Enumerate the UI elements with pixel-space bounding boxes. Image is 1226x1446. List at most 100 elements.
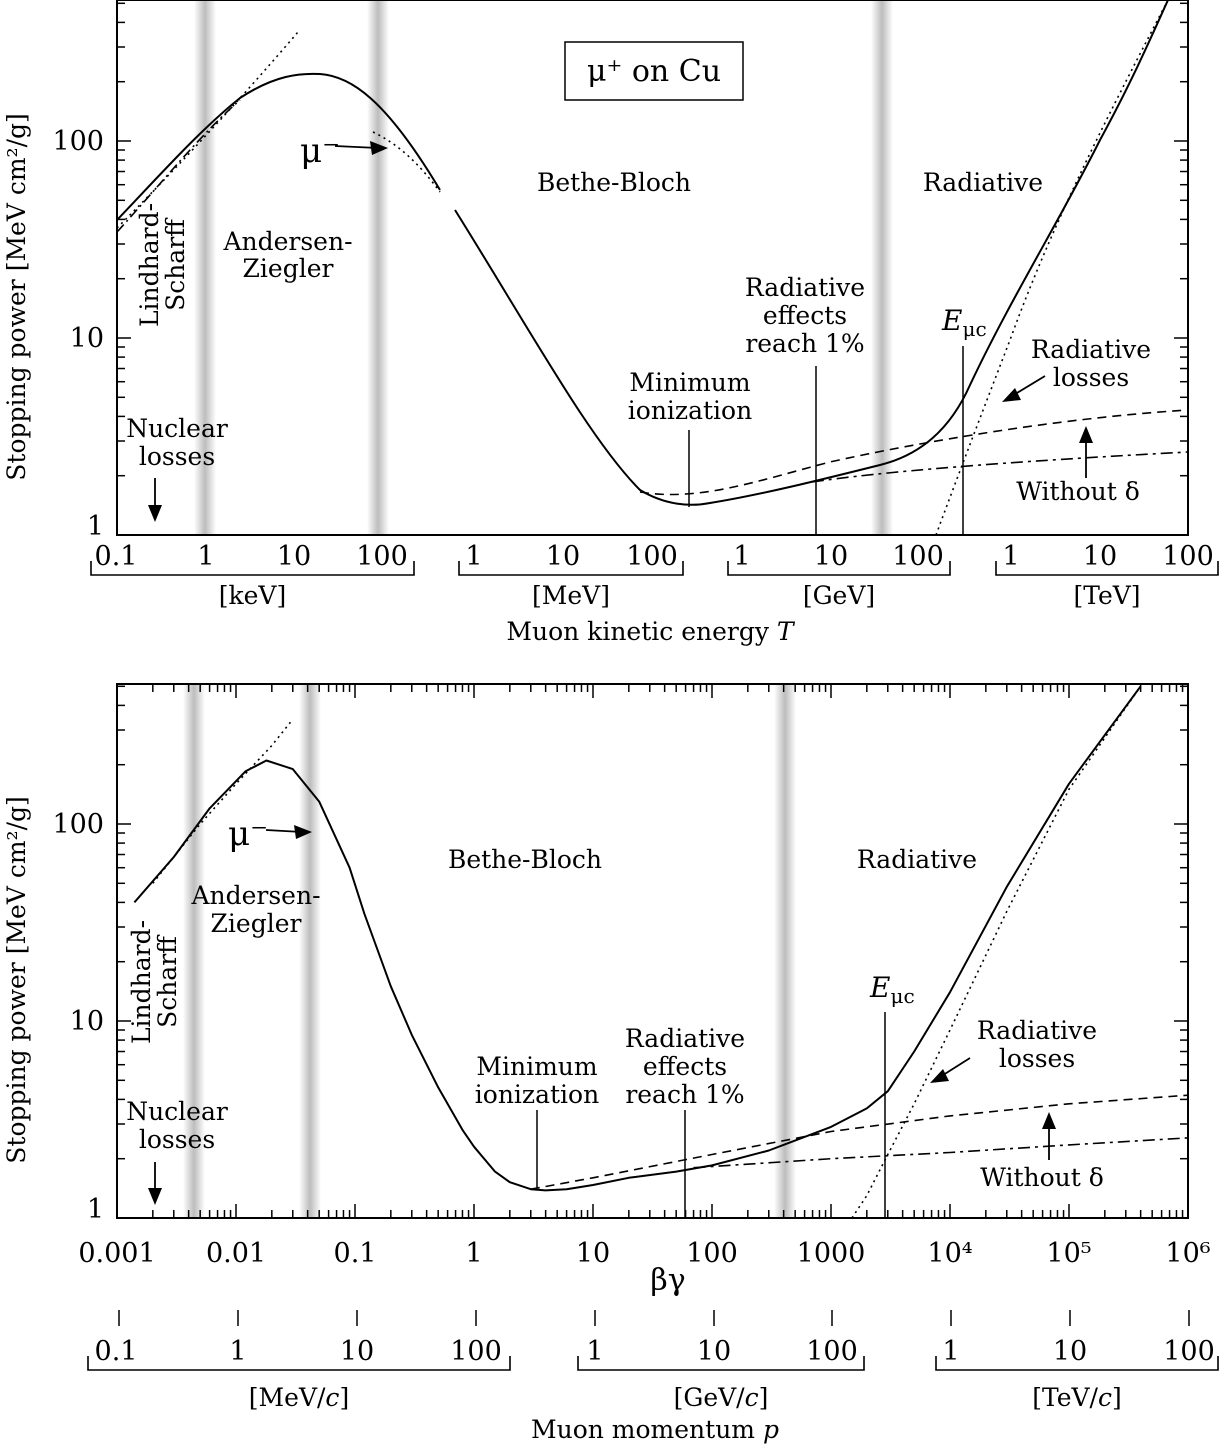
top-dotted-mu-minus-curve <box>372 131 441 193</box>
top-mu-minus-arrowhead <box>370 141 388 155</box>
top-dotted-radiative-curve <box>935 0 1169 536</box>
top-emuc-label: Eμc <box>941 304 987 341</box>
unit-bracket <box>577 1356 865 1371</box>
bracket-tick-label: 10 <box>814 541 848 572</box>
top-total-stopping-curve <box>116 0 1169 506</box>
bottom-radiative-region-label: Radiative <box>857 845 977 874</box>
x-tick-label: 10⁶ <box>1165 1238 1210 1269</box>
top-radiative-region-label: Radiative <box>923 168 1043 197</box>
bottom-band-1 <box>183 684 205 1218</box>
series-line-dash-dot <box>693 1137 1189 1169</box>
bottom-mu-minus-label: μ⁻ <box>228 814 268 854</box>
series-line-dashed <box>530 1094 1189 1190</box>
bottom-ytick-label-100: 100 <box>52 809 104 840</box>
bottom-panel: 100 10 1 Stopping power [MeV cm²/g] 0.00… <box>2 683 1219 1444</box>
unit-bracket <box>935 1356 1219 1371</box>
x-tick-label: 10⁵ <box>1046 1238 1091 1269</box>
top-ytick-label-10: 10 <box>70 323 104 354</box>
bottom-nuclear-arrowhead <box>148 1188 162 1205</box>
bottom-band-2 <box>299 684 321 1218</box>
bottom-bethe-bloch-label: Bethe-Bloch <box>448 845 602 874</box>
series-line-dotted <box>152 718 294 884</box>
bracket-tick-label: 1 <box>942 1336 959 1367</box>
top-title: μ⁺ on Cu <box>587 54 721 89</box>
bottom-momentum-axis-label: Muon momentum p <box>531 1415 779 1444</box>
top-rad1-label: Radiative effects reach 1% <box>745 273 865 358</box>
x-tick-label: 100 <box>686 1238 738 1269</box>
unit-bracket <box>727 561 951 576</box>
bracket-tick-label: 1 <box>733 541 750 572</box>
top-y-axis-label: Stopping power [MeV cm²/g] <box>2 113 31 480</box>
bracket-tick-label: 1 <box>229 1336 246 1367</box>
bracket-tick-label: 100 <box>806 1336 858 1367</box>
bracket-tick-label: 1 <box>197 541 214 572</box>
bracket-tick-label: 10 <box>1083 541 1117 572</box>
top-x-axis-label: Muon kinetic energy T <box>506 617 796 646</box>
bottom-band-3 <box>774 684 796 1218</box>
bottom-min-ion-label: Minimum ionization <box>475 1052 599 1109</box>
unit-label: [TeV/c] <box>1032 1383 1122 1412</box>
top-radloss-arrowhead <box>1002 388 1021 402</box>
unit-bracket <box>90 561 415 576</box>
unit-label: [TeV] <box>1073 581 1140 610</box>
bottom-nuclear-label: Nuclear losses <box>126 1097 228 1154</box>
bottom-mu-minus-arrowhead <box>294 825 312 839</box>
bottom-y-ticks <box>117 685 1188 1219</box>
bottom-andersen-label: Andersen-Ziegler <box>190 881 320 938</box>
unit-bracket <box>458 561 684 576</box>
bracket-tick-label: 0.1 <box>95 1336 138 1367</box>
bracket-tick-label: 100 <box>626 541 678 572</box>
unit-bracket <box>995 561 1219 576</box>
bracket-tick-label: 1 <box>465 541 482 572</box>
top-band-2 <box>367 0 389 535</box>
top-plot-frame <box>116 0 1189 536</box>
unit-bracket <box>87 1356 511 1371</box>
x-tick-label: 10 <box>576 1238 610 1269</box>
x-tick-label: 1000 <box>797 1238 866 1269</box>
bottom-lindhard-label: Lindhard-Scharff <box>127 920 182 1044</box>
bottom-x-ticks <box>116 684 1184 1218</box>
bottom-without-label: Without δ <box>980 1163 1104 1192</box>
bracket-tick-label: 10 <box>546 541 580 572</box>
x-tick-label: 0.01 <box>206 1238 266 1269</box>
top-radloss-label: Radiative losses <box>1031 335 1151 392</box>
top-nuclear-label: Nuclear losses <box>126 414 228 471</box>
bottom-radloss-arrowhead <box>930 1069 949 1083</box>
bottom-rad1-label: Radiative effects reach 1% <box>625 1024 745 1109</box>
unit-label: [GeV/c] <box>674 1383 769 1412</box>
bottom-ytick-label-1: 1 <box>87 1194 104 1225</box>
bottom-series-group <box>133 685 1189 1219</box>
top-ytick-label-100: 100 <box>52 126 104 157</box>
bottom-radloss-label: Radiative losses <box>977 1016 1097 1073</box>
bracket-tick-label: 100 <box>356 541 408 572</box>
x-tick-label: 10⁴ <box>927 1238 972 1269</box>
top-min-ion-label: Minimum ionization <box>628 368 752 425</box>
bottom-without-arrowhead <box>1042 1112 1056 1129</box>
bracket-tick-label: 10 <box>697 1336 731 1367</box>
x-tick-label: 0.1 <box>334 1238 377 1269</box>
top-nuclear-arrowhead <box>148 505 162 522</box>
bottom-x-tick-labels: 0.001 0.01 0.1 1 10 100 1000 10⁴ 10⁵ 10⁶ <box>78 1238 1210 1269</box>
bracket-tick-label: 10 <box>277 541 311 572</box>
top-energy-brackets: 0.1 1 10 100[keV]1 10 100[MeV]1 10 100[GeV]1 10 1… <box>90 541 1219 610</box>
top-without-arrowhead <box>1079 426 1093 443</box>
top-lindhard-label: Lindhard-Scharff <box>135 203 190 327</box>
top-panel: 100 10 1 Stopping power [MeV cm²/g] μ⁺ o… <box>2 0 1219 646</box>
bracket-tick-label: 10 <box>340 1336 374 1367</box>
bracket-tick-label: 100 <box>1162 541 1214 572</box>
bottom-x-axis-label: βγ <box>650 1263 685 1298</box>
bracket-tick-label: 100 <box>892 541 944 572</box>
top-dashdot-low-curve <box>116 99 241 233</box>
unit-label: [keV] <box>219 581 287 610</box>
top-radloss-arrow <box>1011 375 1046 397</box>
bottom-ytick-label-10: 10 <box>70 1006 104 1037</box>
bottom-emuc-label: Eμc <box>869 971 915 1008</box>
top-band-3 <box>871 0 893 535</box>
series-line-dotted <box>851 685 1142 1219</box>
top-title-box <box>564 41 744 101</box>
top-mu-minus-label: μ⁻ <box>300 131 340 171</box>
top-andersen-label: Andersen-Ziegler <box>222 227 352 283</box>
unit-label: [MeV/c] <box>249 1383 349 1412</box>
top-dashdot-curve <box>811 451 1189 483</box>
top-bethe-bloch-label: Bethe-Bloch <box>537 168 691 197</box>
